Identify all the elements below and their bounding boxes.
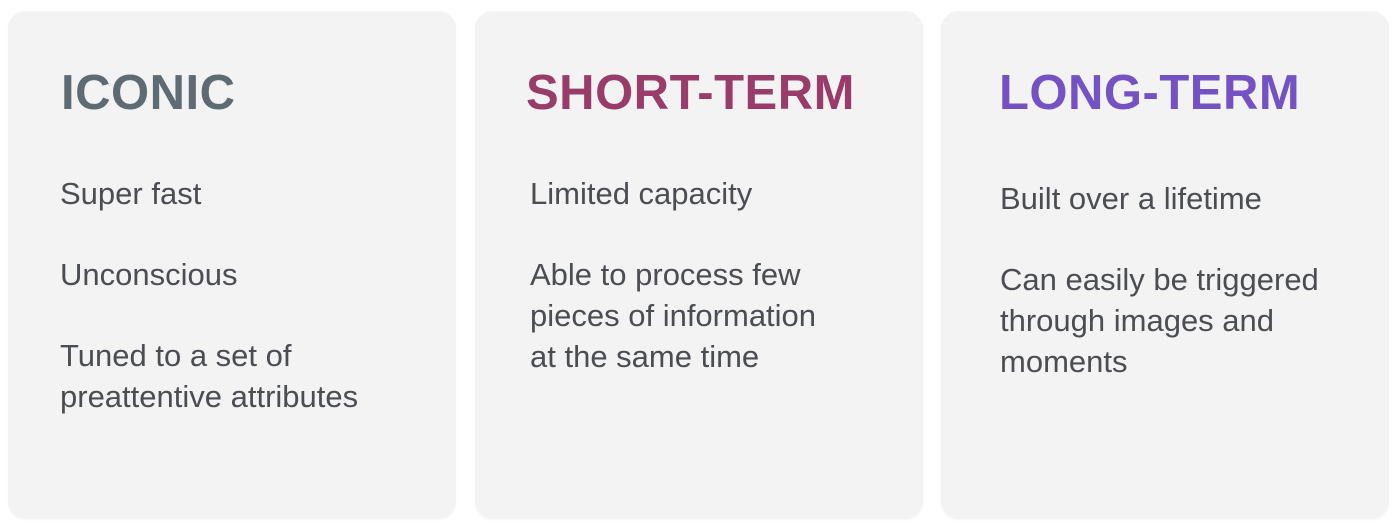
card-title: SHORT-TERM	[526, 66, 855, 120]
card-short-term: SHORT-TERM Limited capacity Able to proc…	[475, 11, 923, 519]
card-long-term: LONG-TERM Built over a lifetime Can easi…	[941, 11, 1389, 519]
list-item: Unconscious	[60, 257, 238, 292]
list-item: Built over a lifetime	[1000, 181, 1262, 216]
list-item: Super fast	[60, 176, 202, 211]
list-item: Can easily be triggered through images a…	[1000, 262, 1319, 379]
card-title: LONG-TERM	[999, 66, 1301, 120]
list-item: Limited capacity	[530, 176, 753, 211]
list-item: Able to process few pieces of informatio…	[530, 257, 817, 374]
item-list: Limited capacity Able to process few pie…	[530, 173, 903, 417]
item-list: Built over a lifetime Can easily be trig…	[1000, 178, 1369, 422]
card-title: ICONIC	[61, 66, 236, 120]
card-iconic: ICONIC Super fast Unconscious Tuned to a…	[8, 11, 456, 519]
list-item: Tuned to a set of preattentive attribute…	[60, 338, 359, 414]
item-list: Super fast Unconscious Tuned to a set of…	[60, 173, 436, 457]
